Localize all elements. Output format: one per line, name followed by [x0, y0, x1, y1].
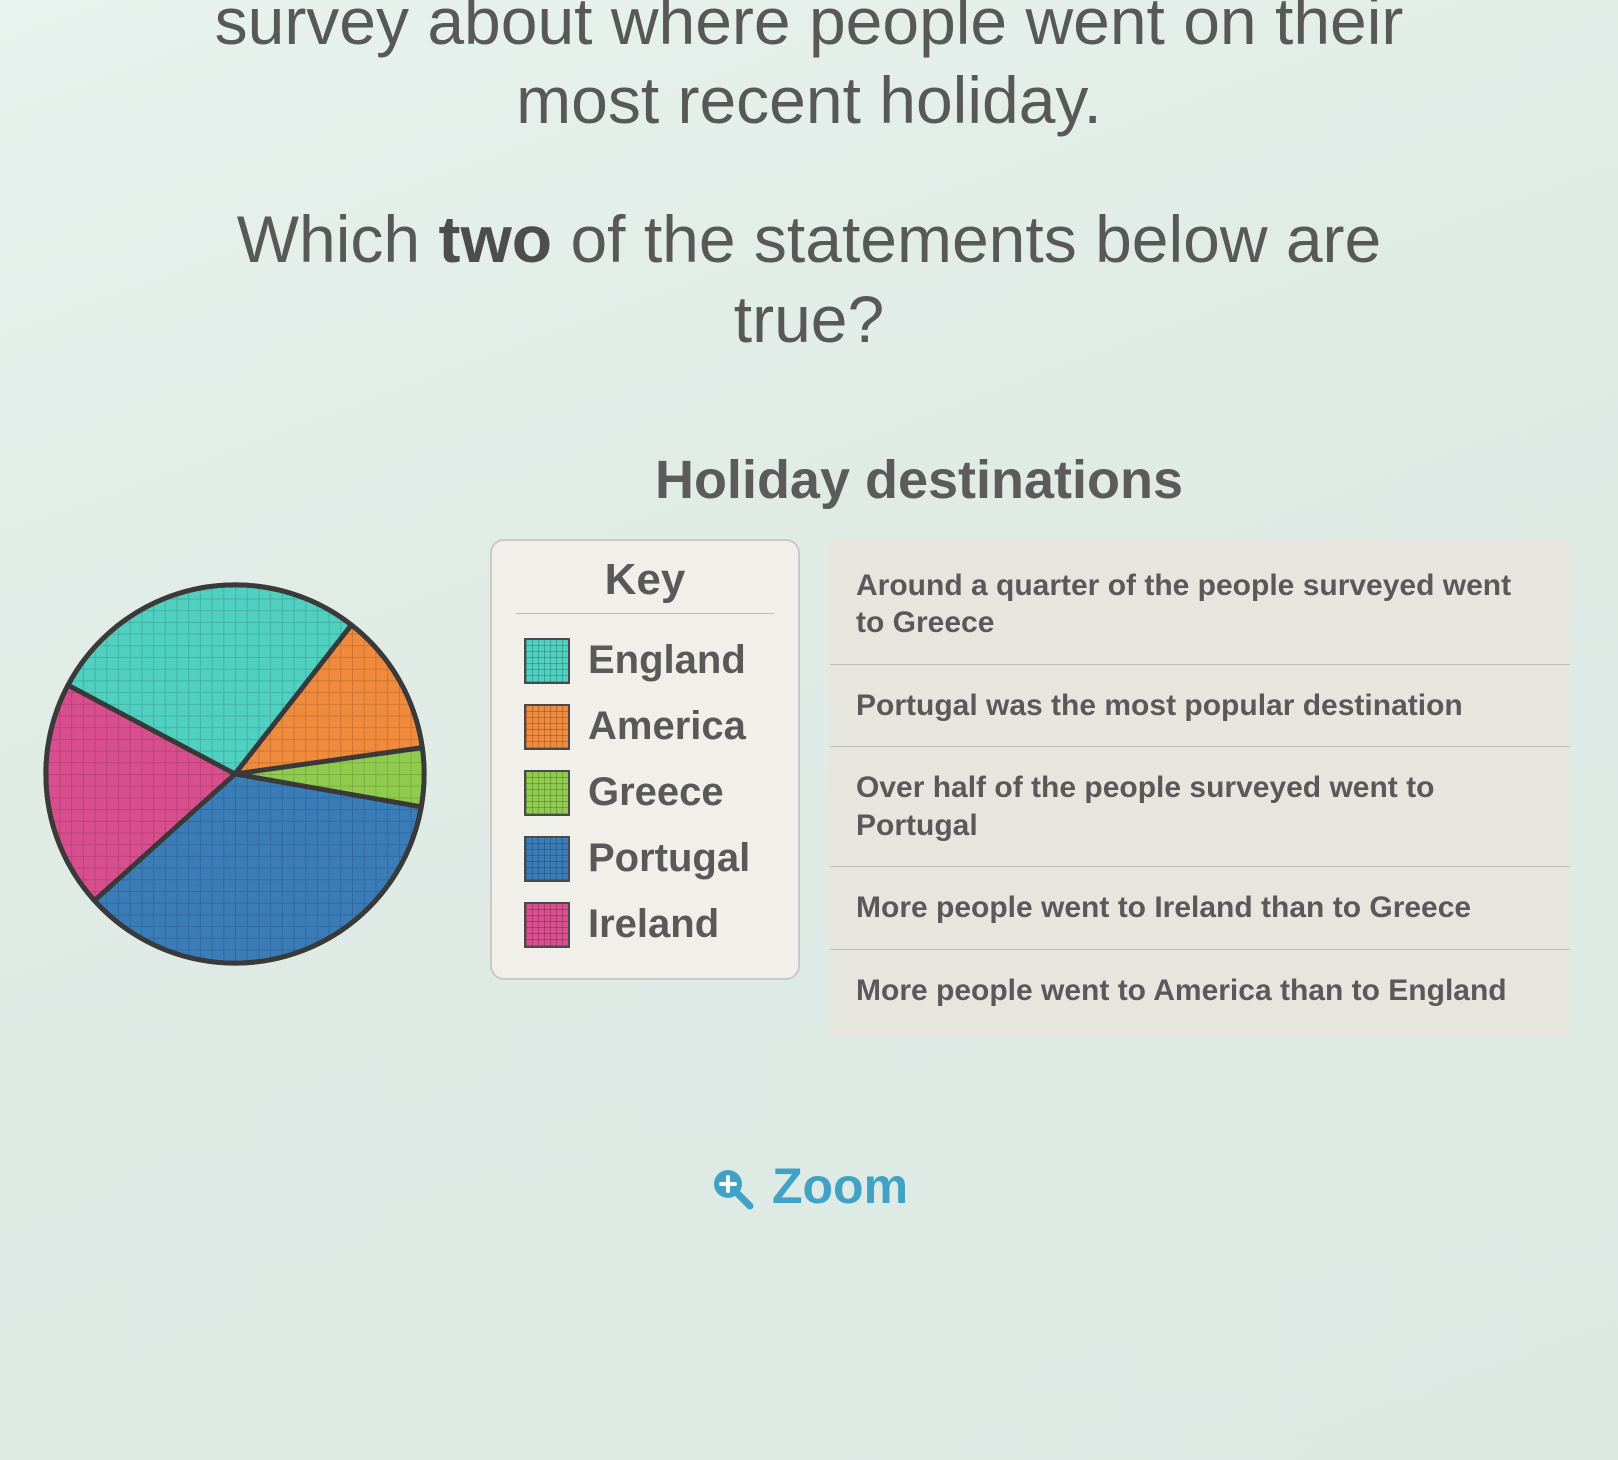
pie-svg: [40, 579, 430, 969]
question-text: survey about where people went on their …: [0, 0, 1618, 359]
pie-chart: [40, 539, 430, 974]
question-line-3-post: of the statements below are: [552, 202, 1381, 276]
legend-title: Key: [516, 555, 774, 614]
legend-item-america: America: [516, 694, 774, 760]
statement-option[interactable]: Over half of the people surveyed went to…: [830, 747, 1570, 867]
legend-item-greece: Greece: [516, 760, 774, 826]
statements-panel: Around a quarter of the people surveyed …: [830, 539, 1570, 1038]
zoom-label: Zoom: [772, 1157, 908, 1215]
legend-item-portugal: Portugal: [516, 826, 774, 892]
statement-option[interactable]: Portugal was the most popular destinatio…: [830, 665, 1570, 748]
legend-swatch: [524, 770, 570, 816]
legend-item-ireland: Ireland: [516, 892, 774, 958]
legend-swatch: [524, 638, 570, 684]
legend: Key England America Greece Portugal Ireland: [490, 539, 800, 980]
question-line-3-bold: two: [438, 202, 552, 276]
statement-option[interactable]: Around a quarter of the people surveyed …: [830, 545, 1570, 665]
legend-swatch: [524, 836, 570, 882]
zoom-button[interactable]: Zoom: [0, 1157, 1618, 1215]
question-line-2: most recent holiday.: [40, 61, 1578, 140]
magnifier-plus-icon: [710, 1164, 754, 1208]
legend-item-england: England: [516, 628, 774, 694]
statement-option[interactable]: More people went to America than to Engl…: [830, 950, 1570, 1032]
legend-swatch: [524, 902, 570, 948]
legend-label: Portugal: [588, 836, 750, 881]
chart-title: Holiday destinations: [0, 449, 1618, 511]
legend-label: Greece: [588, 770, 724, 815]
question-line-1: survey about where people went on their: [40, 0, 1578, 61]
legend-label: Ireland: [588, 902, 719, 947]
question-line-3-pre: Which: [237, 202, 439, 276]
statement-option[interactable]: More people went to Ireland than to Gree…: [830, 867, 1570, 950]
legend-label: England: [588, 638, 746, 683]
content-row: Key EnglandAmericaGreecePortugalIreland …: [0, 539, 1618, 1038]
legend-swatch: [524, 704, 570, 750]
legend-label: America: [588, 704, 746, 749]
question-line-4: true?: [40, 280, 1578, 359]
question-line-3: Which two of the statements below are: [40, 200, 1578, 279]
